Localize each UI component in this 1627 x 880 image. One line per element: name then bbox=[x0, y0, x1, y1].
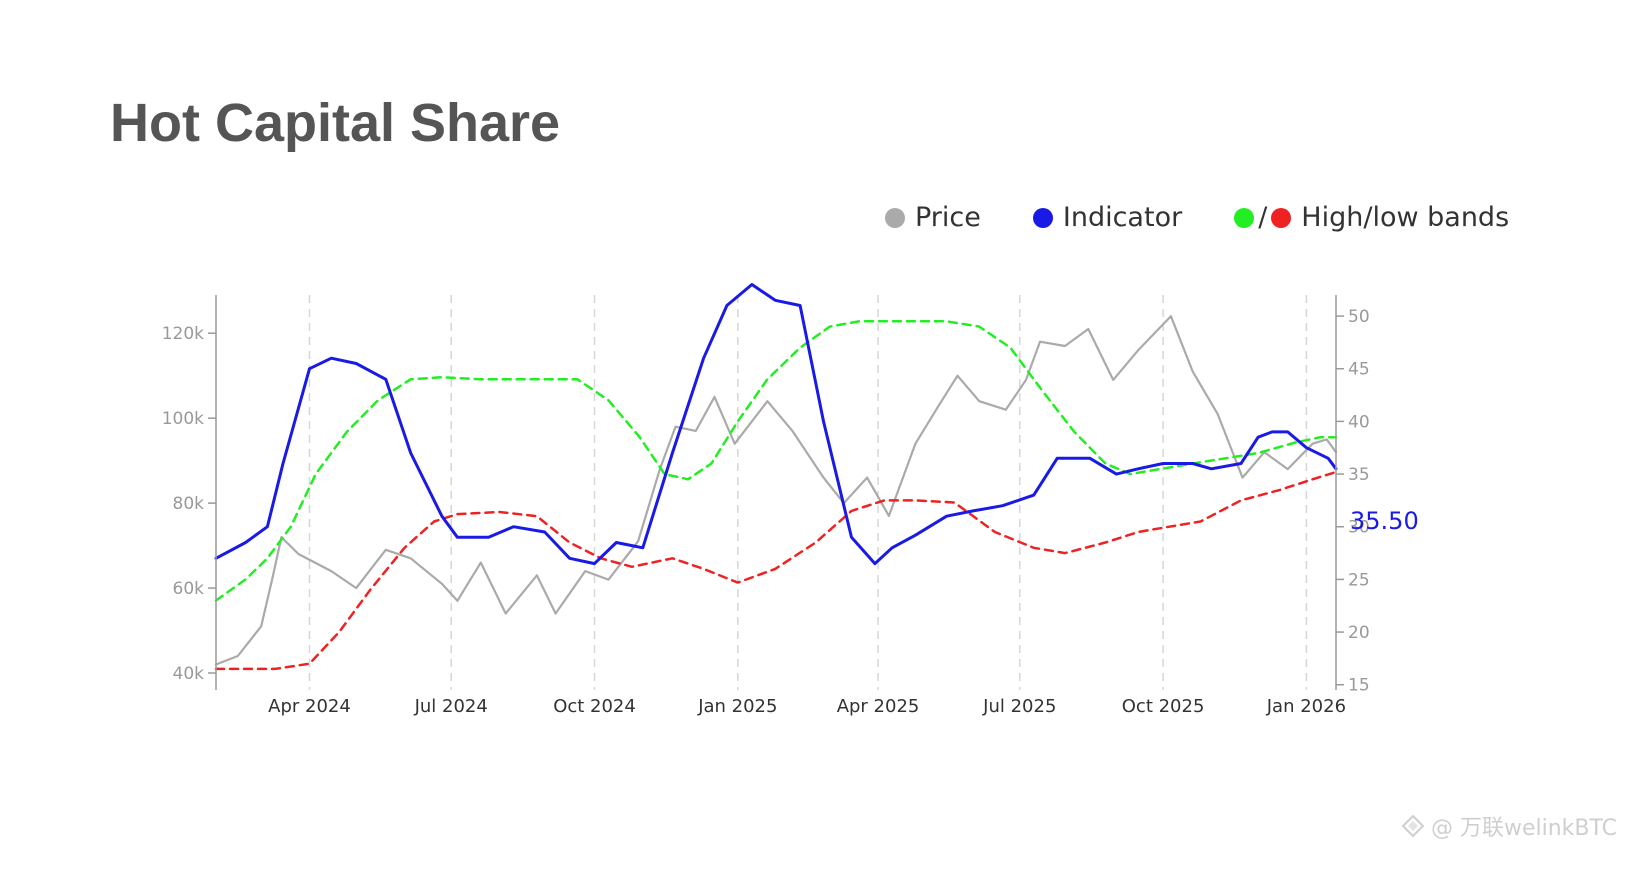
y-right-tick-label: 15 bbox=[1348, 676, 1370, 696]
y-left-tick-label: 40k bbox=[173, 664, 205, 684]
legend-item-bands[interactable]: / High/low bands bbox=[1234, 202, 1509, 233]
legend-item-price[interactable]: Price bbox=[885, 202, 981, 233]
series-line-high-band bbox=[214, 320, 1338, 602]
x-tick-label: Jan 2025 bbox=[697, 696, 777, 717]
legend-swatch-indicator bbox=[1032, 207, 1053, 228]
legend-swatch-low-band bbox=[1271, 207, 1292, 228]
last-value-label: 35.50 bbox=[1350, 507, 1419, 535]
watermark-text: @ 万联welinkBTC bbox=[1430, 816, 1617, 841]
x-tick-label: Apr 2024 bbox=[268, 696, 351, 717]
y-right-tick-label: 20 bbox=[1348, 623, 1370, 643]
x-tick-label: Apr 2025 bbox=[837, 696, 920, 717]
watermark: @ 万联welinkBTC bbox=[1401, 810, 1617, 842]
legend-label-indicator: Indicator bbox=[1062, 202, 1183, 233]
y-left-tick-label: 80k bbox=[173, 494, 205, 514]
x-tick-label: Jan 2026 bbox=[1266, 696, 1346, 717]
y-right-tick-label: 25 bbox=[1348, 570, 1370, 590]
y-right-tick-label: 50 bbox=[1348, 307, 1370, 327]
x-tick-label: Oct 2025 bbox=[1122, 696, 1205, 717]
x-tick-label: Jul 2024 bbox=[414, 696, 488, 717]
y-right-tick-label: 40 bbox=[1348, 412, 1370, 432]
y-left-tick-label: 120k bbox=[162, 324, 204, 344]
legend-label-price: Price bbox=[915, 202, 981, 233]
series-line-price bbox=[214, 315, 1338, 666]
legend-label-bands: High/low bands bbox=[1301, 202, 1510, 233]
y-left-tick-label: 100k bbox=[162, 409, 204, 429]
series-line-low-band bbox=[214, 470, 1338, 671]
legend-swatch-high-band bbox=[1234, 207, 1255, 228]
legend-swatch-price bbox=[885, 207, 905, 228]
series-line-indicator bbox=[214, 283, 1338, 566]
y-right-tick-label: 35 bbox=[1348, 465, 1370, 485]
y-right-tick-label: 45 bbox=[1348, 360, 1370, 380]
series-layer bbox=[214, 283, 1338, 671]
legend: Price Indicator / High/low bands bbox=[885, 202, 1509, 233]
legend-item-indicator[interactable]: Indicator bbox=[1032, 202, 1183, 233]
chart-title: Hot Capital Share bbox=[110, 93, 561, 153]
legend-slash: / bbox=[1258, 202, 1268, 233]
x-tick-label: Jul 2025 bbox=[982, 696, 1056, 717]
y-right-tick-label: 30 bbox=[1348, 518, 1370, 538]
y-left-tick-label: 60k bbox=[173, 579, 205, 599]
grid bbox=[308, 295, 1308, 690]
x-tick-label: Oct 2024 bbox=[553, 696, 636, 717]
axes: Apr 2024 Jul 2024 Oct 2024 Jan 2025 Apr 2025… bbox=[162, 295, 1370, 717]
welink-logo-icon bbox=[1401, 814, 1425, 838]
